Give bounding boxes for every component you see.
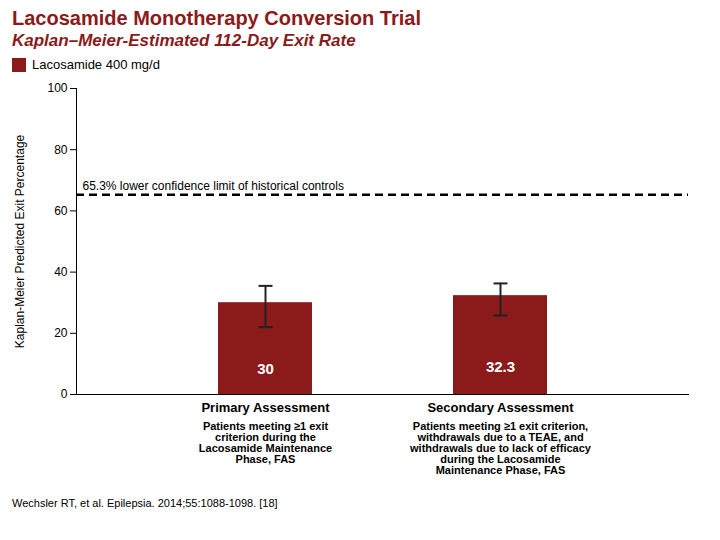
svg-text:Kaplan-Meier Predicted Exit Pe: Kaplan-Meier Predicted Exit Percentage (13, 134, 27, 348)
svg-text:Primary Assessment: Primary Assessment (201, 400, 330, 415)
html-text:Kaplan–Meier-Estimated 112-Day: Kaplan–Meier-Estimated 112-Day Exit Rate (12, 31, 356, 50)
svg-text:20: 20 (54, 326, 68, 340)
html-text:Lacosamide 400 mg/d: Lacosamide 400 mg/d (32, 57, 160, 72)
svg-text:30: 30 (257, 360, 274, 377)
svg-text:32.3: 32.3 (486, 358, 515, 375)
svg-text:Patients meeting ≥1 exit crite: Patients meeting ≥1 exit criterion,withd… (409, 420, 592, 476)
svg-text:0: 0 (61, 387, 68, 401)
svg-text:80: 80 (54, 143, 68, 157)
svg-text:Secondary Assessment: Secondary Assessment (427, 400, 574, 415)
svg-text:100: 100 (47, 81, 67, 95)
html-text:Wechsler RT, et al. Epilepsia.: Wechsler RT, et al. Epilepsia. 2014;55:1… (12, 497, 278, 509)
svg-text:65.3% lower confidence limit o: 65.3% lower confidence limit of historic… (83, 179, 344, 193)
svg-text:60: 60 (54, 204, 68, 218)
svg-text:40: 40 (54, 265, 68, 279)
svg-text:Patients meeting ≥1 exitcriter: Patients meeting ≥1 exitcriterion during… (199, 420, 332, 465)
html-text:Lacosamide Monotherapy Convers: Lacosamide Monotherapy Conversion Trial (12, 7, 421, 29)
